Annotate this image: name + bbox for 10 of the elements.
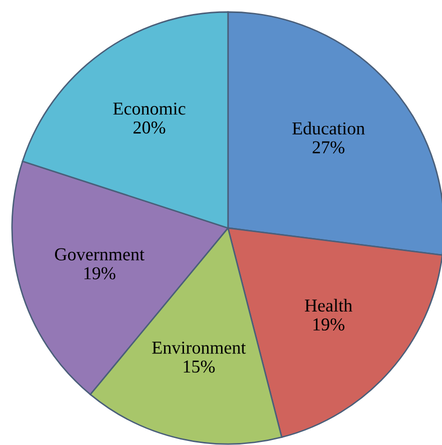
slice-label: Economic [113,102,186,115]
data-label: 19% [313,318,344,331]
data-label: 15% [184,360,215,373]
slice-label: Health [304,298,352,312]
data-label: 19% [84,267,116,280]
data-label: 27% [312,141,344,154]
slice-label: Government [55,248,144,260]
data-label: 20% [134,121,166,134]
slice-label: Environment [152,342,246,354]
slice-label: Education [292,122,365,135]
